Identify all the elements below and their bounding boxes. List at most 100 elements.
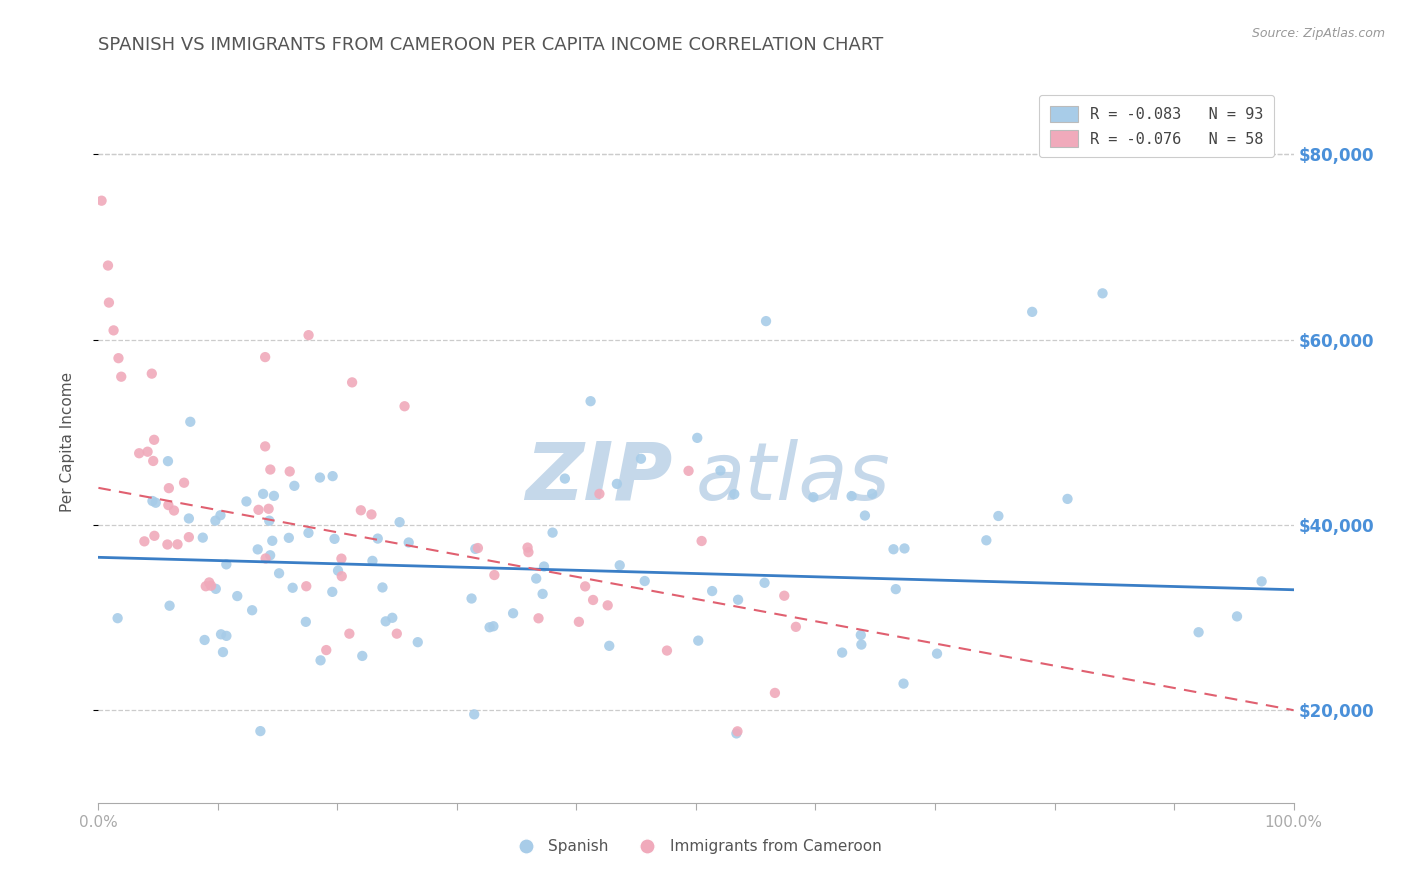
Point xyxy=(259,514,281,528)
Point xyxy=(156,537,179,551)
Point xyxy=(191,531,214,545)
Point xyxy=(173,475,195,490)
Point xyxy=(527,611,550,625)
Point xyxy=(690,534,713,549)
Point xyxy=(609,558,631,573)
Point xyxy=(860,487,883,501)
Point xyxy=(531,587,554,601)
Point xyxy=(606,476,628,491)
Point xyxy=(177,511,200,525)
Y-axis label: Per Capita Income: Per Capita Income xyxy=(60,371,75,512)
Point xyxy=(841,489,863,503)
Point xyxy=(215,558,238,572)
Point xyxy=(582,593,605,607)
Point xyxy=(110,369,132,384)
Point xyxy=(1250,574,1272,589)
Point xyxy=(634,574,657,588)
Point xyxy=(598,639,620,653)
Point xyxy=(295,579,318,593)
Text: ZIP: ZIP xyxy=(524,439,672,516)
Point xyxy=(517,545,540,559)
Point xyxy=(464,541,486,556)
Point xyxy=(315,643,337,657)
Point xyxy=(893,676,915,690)
Point xyxy=(785,620,807,634)
Point xyxy=(763,686,786,700)
Point xyxy=(97,259,120,273)
Point xyxy=(103,323,125,337)
Point xyxy=(249,724,271,739)
Point xyxy=(568,615,591,629)
Point xyxy=(1021,305,1043,319)
Point xyxy=(851,638,873,652)
Point xyxy=(254,439,277,453)
Point xyxy=(801,490,824,504)
Point xyxy=(482,619,505,633)
Point xyxy=(533,559,555,574)
Point xyxy=(1091,286,1114,301)
Point xyxy=(574,579,596,593)
Point xyxy=(925,647,948,661)
Point xyxy=(281,581,304,595)
Point xyxy=(326,564,349,578)
Point xyxy=(460,591,482,606)
Point xyxy=(541,525,564,540)
Point xyxy=(340,376,363,390)
Point xyxy=(246,542,269,557)
Point xyxy=(179,415,201,429)
Point xyxy=(330,569,353,583)
Point xyxy=(278,465,301,479)
Point xyxy=(194,579,217,593)
Point xyxy=(352,648,374,663)
Point xyxy=(463,707,485,722)
Point xyxy=(142,454,165,468)
Point xyxy=(226,589,249,603)
Point xyxy=(259,548,281,562)
Point xyxy=(235,494,257,508)
Point xyxy=(727,724,749,739)
Point xyxy=(337,626,360,640)
Point xyxy=(516,541,538,555)
Point xyxy=(254,350,277,364)
Point xyxy=(773,589,796,603)
Point xyxy=(141,494,163,508)
Point xyxy=(309,470,332,484)
Point xyxy=(177,530,200,544)
Point xyxy=(257,501,280,516)
Point xyxy=(702,584,724,599)
Point xyxy=(976,533,998,548)
Point xyxy=(297,525,319,540)
Point xyxy=(849,628,872,642)
Point xyxy=(136,444,159,458)
Point xyxy=(166,537,188,551)
Point xyxy=(725,726,748,740)
Point xyxy=(277,531,299,545)
Point xyxy=(143,529,166,543)
Point xyxy=(107,611,129,625)
Point xyxy=(330,551,353,566)
Point xyxy=(209,508,232,523)
Point xyxy=(323,532,346,546)
Point xyxy=(361,554,384,568)
Point xyxy=(200,579,222,593)
Point xyxy=(987,508,1010,523)
Point xyxy=(322,469,344,483)
Point xyxy=(723,487,745,501)
Point xyxy=(367,532,389,546)
Point xyxy=(252,487,274,501)
Point xyxy=(831,646,853,660)
Point xyxy=(388,515,411,529)
Point xyxy=(655,643,678,657)
Point xyxy=(588,487,610,501)
Point xyxy=(143,433,166,447)
Point xyxy=(297,328,319,343)
Legend: Spanish, Immigrants from Cameroon: Spanish, Immigrants from Cameroon xyxy=(505,833,887,860)
Point xyxy=(1056,491,1078,506)
Point xyxy=(204,514,226,528)
Point xyxy=(686,431,709,445)
Point xyxy=(90,194,112,208)
Point xyxy=(478,620,501,634)
Point xyxy=(321,585,343,599)
Point xyxy=(502,607,524,621)
Point xyxy=(163,503,186,517)
